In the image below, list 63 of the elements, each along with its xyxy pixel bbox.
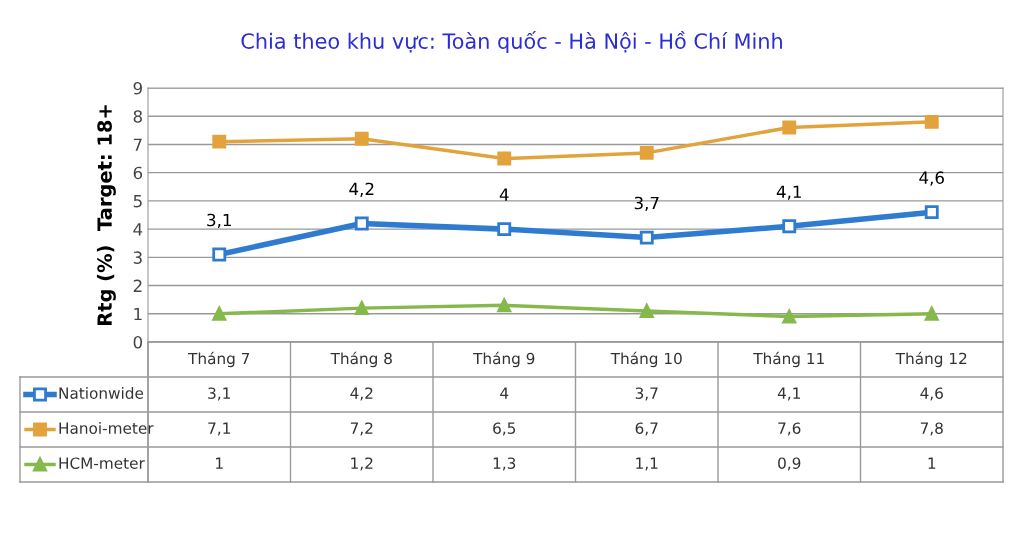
data-label: 1 xyxy=(216,457,223,469)
point xyxy=(354,216,369,231)
x-tick-label: Tháng 8 xyxy=(330,351,392,368)
annotation: 3,1 xyxy=(207,213,231,228)
point xyxy=(354,301,369,316)
x-tick-label: Tháng 9 xyxy=(473,351,535,368)
chart-title: Chia theo khu vực: Toàn quốc - Hà Nội - Hồ Chí Minh xyxy=(241,31,782,53)
point xyxy=(639,145,654,160)
y-tick-label: 8 xyxy=(133,110,142,123)
annotation: 4,1 xyxy=(776,185,801,200)
data-label: 1,1 xyxy=(636,457,658,471)
data-label: 4,1 xyxy=(777,387,800,401)
point xyxy=(924,306,939,321)
data-label: 6,5 xyxy=(493,422,516,436)
data-label: 4,6 xyxy=(920,387,943,401)
point xyxy=(497,151,512,166)
data-label: 4 xyxy=(500,387,509,399)
x-tick-label: Tháng 7 xyxy=(188,351,250,368)
data-label: 3,7 xyxy=(635,387,658,401)
point xyxy=(354,131,369,146)
point xyxy=(782,309,797,324)
data-label: 7,6 xyxy=(778,422,801,436)
point xyxy=(782,120,797,135)
y-tick-label: 9 xyxy=(133,81,142,95)
y-tick-label: 7 xyxy=(133,138,142,151)
data-label: 7,8 xyxy=(920,422,943,436)
data-label: 7,1 xyxy=(208,422,230,436)
data-label: 6,7 xyxy=(635,422,658,436)
point xyxy=(639,304,654,318)
point xyxy=(924,114,939,129)
data-label: 4,2 xyxy=(350,387,373,401)
x-tick-label: Tháng 12 xyxy=(895,351,967,368)
point xyxy=(212,134,227,149)
data-label: 1,3 xyxy=(493,457,516,471)
point xyxy=(497,298,512,313)
y-tick-label: 2 xyxy=(133,279,142,292)
data-label: 1 xyxy=(928,457,936,469)
point xyxy=(212,247,227,262)
data-label: 0,9 xyxy=(778,457,801,471)
y-tick-label: 3 xyxy=(133,251,142,264)
y-tick-label: 0 xyxy=(133,335,143,349)
y-axis-title: Rtg (%) Target: 18+ xyxy=(96,105,116,325)
point xyxy=(212,306,227,321)
x-tick-label: Tháng 11 xyxy=(753,351,824,368)
point xyxy=(497,222,512,237)
annotation: 4 xyxy=(499,188,509,201)
data-label: 1,2 xyxy=(351,457,373,471)
annotation: 4,2 xyxy=(349,182,374,197)
x-tick-label: Tháng 10 xyxy=(610,351,682,368)
y-tick-label: 4 xyxy=(133,223,143,236)
annotation: 4,6 xyxy=(919,171,944,186)
data-label: 7,2 xyxy=(350,422,373,436)
data-label: 3,1 xyxy=(208,387,230,401)
legend-label: HCM-meter xyxy=(59,457,145,469)
point xyxy=(782,219,797,234)
annotation: 3,7 xyxy=(634,196,659,212)
legend-label: Hanoi-meter xyxy=(59,422,154,434)
y-tick-label: 6 xyxy=(133,166,143,180)
y-tick-label: 1 xyxy=(134,307,142,321)
legend-label: Nationwide xyxy=(59,387,144,399)
point xyxy=(639,230,654,245)
y-tick-label: 5 xyxy=(133,195,142,208)
point xyxy=(924,205,939,220)
